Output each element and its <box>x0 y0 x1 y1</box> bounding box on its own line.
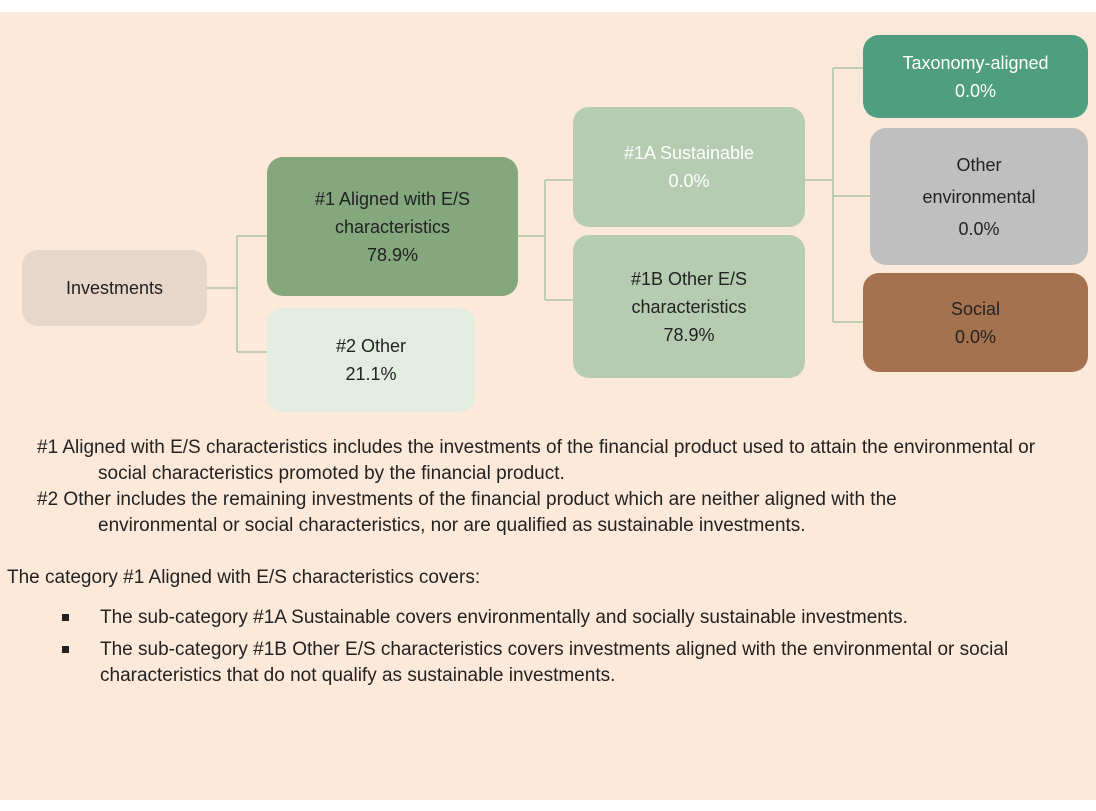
node-label: #1 Aligned with E/S characteristics <box>314 188 471 237</box>
node-label: Other environmental <box>922 154 1036 207</box>
node-value: 78.9% <box>366 244 419 265</box>
node-label: #1B Other E/S characteristics <box>630 268 748 317</box>
node-label: Social <box>950 298 1001 319</box>
node-value: 0.0% <box>958 218 1000 239</box>
bullet: The sub-category #1A Sustainable covers … <box>62 605 1096 631</box>
node-value: 21.1% <box>345 364 397 384</box>
node-label: #1A Sustainable <box>623 143 755 163</box>
bullet: The sub-category #1B Other E/S character… <box>62 637 1096 689</box>
node-label: Investments <box>65 278 164 298</box>
node-1b: #1B Other E/S characteristics 78.9% <box>573 235 805 378</box>
intro: The category #1 Aligned with E/S charact… <box>7 567 481 588</box>
node-social: Social 0.0% <box>863 273 1088 372</box>
node-1a: #1A Sustainable 0.0% <box>573 107 805 227</box>
node-other: #2 Other 21.1% <box>267 308 475 412</box>
node-label: #2 Other <box>335 336 407 356</box>
node-value: 0.0% <box>954 326 997 347</box>
node-value: 78.9% <box>663 324 715 345</box>
bullet-list: The sub-category #1A Sustainable covers … <box>0 605 1096 689</box>
note: #1 Aligned with E/S characteristics incl… <box>37 437 1036 484</box>
note: #2 Other includes the remaining investme… <box>37 489 897 536</box>
node-taxonomy: Taxonomy-aligned 0.0% <box>863 35 1088 118</box>
node-value: 0.0% <box>954 80 997 101</box>
connectors <box>207 67 870 353</box>
node-other-env: Other environmental 0.0% <box>870 128 1088 265</box>
node-value: 0.0% <box>668 171 710 191</box>
node-investments: Investments <box>22 250 207 326</box>
node-label: Taxonomy-aligned <box>902 52 1049 73</box>
node-aligned: #1 Aligned with E/S characteristics 78.9% <box>267 157 518 296</box>
panel: Investments #1 Aligned with E/S characte… <box>0 12 1096 800</box>
